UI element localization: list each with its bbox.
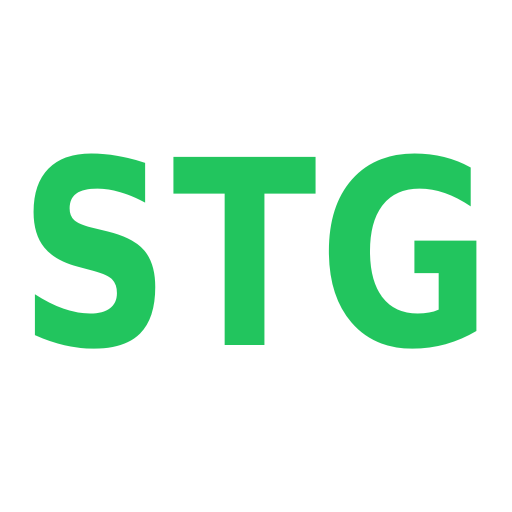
logo-wordmark: STG xyxy=(18,106,494,406)
